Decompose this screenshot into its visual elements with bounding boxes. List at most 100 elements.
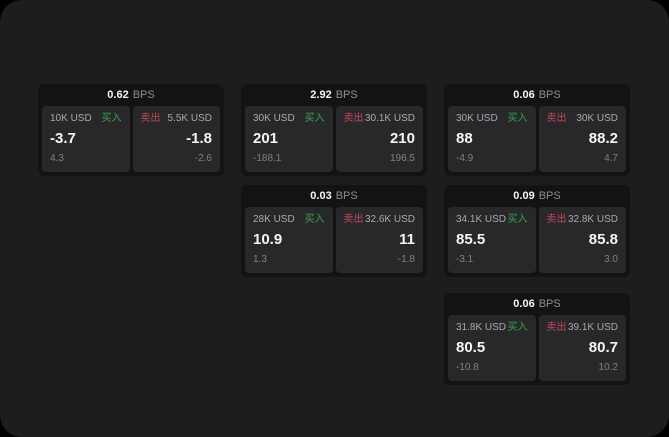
buy-quote-panel[interactable]: 31.8K USD 买入 80.5 -10.8 bbox=[448, 315, 536, 381]
buy-top-row: 31.8K USD 买入 bbox=[456, 322, 528, 334]
buy-sub-value: 1.3 bbox=[253, 254, 267, 265]
buy-top-row: 30K USD 买入 bbox=[456, 113, 528, 125]
buy-top-row: 28K USD 买入 bbox=[253, 214, 325, 226]
sell-side-label: 卖出 bbox=[343, 214, 364, 225]
buy-quote-panel[interactable]: 30K USD 买入 88 -4.9 bbox=[448, 106, 536, 172]
buy-size-label: 34.1K USD bbox=[456, 214, 507, 225]
spread-value: 0.09 bbox=[513, 190, 535, 202]
quote-panels: 10K USD 买入 -3.7 4.3 卖出 5.5K USD -1.8 -2.… bbox=[38, 106, 224, 176]
quote-panels: 34.1K USD 买入 85.5 -3.1 卖出 32.8K USD 85.8… bbox=[444, 207, 630, 277]
buy-side-label: 买入 bbox=[304, 113, 325, 124]
spread-value: 0.03 bbox=[310, 190, 332, 202]
sell-size-label: 32.6K USD bbox=[364, 214, 415, 225]
sell-size-label: 39.1K USD bbox=[567, 322, 618, 333]
sell-quote-panel[interactable]: 卖出 30.1K USD 210 196.5 bbox=[335, 106, 423, 172]
buy-quote-panel[interactable]: 10K USD 买入 -3.7 4.3 bbox=[42, 106, 130, 172]
spread-header: 0.06 BPS bbox=[444, 84, 630, 106]
sell-size-label: 32.8K USD bbox=[567, 214, 618, 225]
spread-header: 2.92 BPS bbox=[241, 84, 427, 106]
buy-price: 88 bbox=[456, 130, 473, 147]
quote-card: 2.92 BPS 30K USD 买入 201 -188.1 卖出 30.1K … bbox=[241, 84, 427, 176]
buy-side-label: 买入 bbox=[304, 214, 325, 225]
sell-top-row: 卖出 30.1K USD bbox=[344, 113, 416, 125]
buy-sub-value: -3.1 bbox=[456, 254, 474, 265]
sell-side-label: 卖出 bbox=[343, 113, 364, 124]
sell-price: 88.2 bbox=[588, 130, 618, 147]
sell-top-row: 卖出 5.5K USD bbox=[141, 113, 213, 125]
quote-card: 0.62 BPS 10K USD 买入 -3.7 4.3 卖出 5.5K USD… bbox=[38, 84, 224, 176]
buy-quote-panel[interactable]: 28K USD 买入 10.9 1.3 bbox=[245, 207, 333, 273]
sell-sub-value: -1.8 bbox=[397, 254, 415, 265]
spread-value: 0.62 bbox=[107, 89, 129, 101]
quote-card: 0.03 BPS 28K USD 买入 10.9 1.3 卖出 32.6K US… bbox=[241, 185, 427, 277]
bps-unit-label: BPS bbox=[538, 298, 561, 310]
sell-price: 11 bbox=[399, 231, 415, 248]
sell-sub-value: 3.0 bbox=[604, 254, 618, 265]
spread-header: 0.03 BPS bbox=[241, 185, 427, 207]
buy-side-label: 买入 bbox=[507, 113, 528, 124]
sell-side-label: 卖出 bbox=[546, 322, 567, 333]
sell-quote-panel[interactable]: 卖出 32.8K USD 85.8 3.0 bbox=[538, 207, 626, 273]
bps-unit-label: BPS bbox=[538, 190, 561, 202]
quote-panels: 28K USD 买入 10.9 1.3 卖出 32.6K USD 11 -1.8 bbox=[241, 207, 427, 277]
sell-side-label: 卖出 bbox=[546, 214, 567, 225]
sell-size-label: 30.1K USD bbox=[364, 113, 415, 124]
buy-side-label: 买入 bbox=[507, 322, 528, 333]
buy-sub-value: -10.8 bbox=[456, 362, 479, 373]
buy-sub-value: -188.1 bbox=[253, 153, 282, 164]
sell-top-row: 卖出 32.8K USD bbox=[547, 214, 619, 226]
sell-quote-panel[interactable]: 卖出 32.6K USD 11 -1.8 bbox=[335, 207, 423, 273]
sell-sub-value: -2.6 bbox=[194, 153, 212, 164]
buy-sub-value: 4.3 bbox=[50, 153, 64, 164]
sell-quote-panel[interactable]: 卖出 5.5K USD -1.8 -2.6 bbox=[132, 106, 220, 172]
sell-sub-value: 10.2 bbox=[598, 362, 618, 373]
buy-price: 80.5 bbox=[456, 339, 486, 356]
buy-price: 201 bbox=[253, 130, 279, 147]
buy-side-label: 买入 bbox=[101, 113, 122, 124]
buy-quote-panel[interactable]: 34.1K USD 买入 85.5 -3.1 bbox=[448, 207, 536, 273]
sell-price: 85.8 bbox=[588, 231, 618, 248]
sell-size-label: 30K USD bbox=[576, 113, 618, 124]
quote-card: 0.09 BPS 34.1K USD 买入 85.5 -3.1 卖出 32.8K… bbox=[444, 185, 630, 277]
sell-sub-value: 4.7 bbox=[604, 153, 618, 164]
buy-size-label: 28K USD bbox=[253, 214, 295, 225]
quote-panels: 31.8K USD 买入 80.5 -10.8 卖出 39.1K USD 80.… bbox=[444, 315, 630, 385]
spread-header: 0.09 BPS bbox=[444, 185, 630, 207]
quote-card: 0.06 BPS 30K USD 买入 88 -4.9 卖出 30K USD 8… bbox=[444, 84, 630, 176]
sell-quote-panel[interactable]: 卖出 39.1K USD 80.7 10.2 bbox=[538, 315, 626, 381]
sell-size-label: 5.5K USD bbox=[167, 113, 212, 124]
sell-top-row: 卖出 39.1K USD bbox=[547, 322, 619, 334]
sell-price: -1.8 bbox=[186, 130, 212, 147]
spread-value: 0.06 bbox=[513, 298, 535, 310]
spread-header: 0.62 BPS bbox=[38, 84, 224, 106]
spread-header: 0.06 BPS bbox=[444, 293, 630, 315]
buy-size-label: 31.8K USD bbox=[456, 322, 507, 333]
sell-side-label: 卖出 bbox=[140, 113, 161, 124]
buy-top-row: 10K USD 买入 bbox=[50, 113, 122, 125]
buy-quote-panel[interactable]: 30K USD 买入 201 -188.1 bbox=[245, 106, 333, 172]
bps-unit-label: BPS bbox=[335, 190, 358, 202]
buy-price: 85.5 bbox=[456, 231, 486, 248]
sell-price: 210 bbox=[389, 130, 415, 147]
sell-sub-value: 196.5 bbox=[389, 153, 415, 164]
quote-card: 0.06 BPS 31.8K USD 买入 80.5 -10.8 卖出 39.1… bbox=[444, 293, 630, 385]
quote-panels: 30K USD 买入 201 -188.1 卖出 30.1K USD 210 1… bbox=[241, 106, 427, 176]
bps-unit-label: BPS bbox=[132, 89, 155, 101]
buy-side-label: 买入 bbox=[507, 214, 528, 225]
sell-quote-panel[interactable]: 卖出 30K USD 88.2 4.7 bbox=[538, 106, 626, 172]
buy-size-label: 30K USD bbox=[456, 113, 498, 124]
spread-value: 0.06 bbox=[513, 89, 535, 101]
buy-top-row: 34.1K USD 买入 bbox=[456, 214, 528, 226]
quote-panels: 30K USD 买入 88 -4.9 卖出 30K USD 88.2 4.7 bbox=[444, 106, 630, 176]
bps-unit-label: BPS bbox=[335, 89, 358, 101]
sell-side-label: 卖出 bbox=[546, 113, 567, 124]
buy-sub-value: -4.9 bbox=[456, 153, 474, 164]
spread-value: 2.92 bbox=[310, 89, 332, 101]
sell-top-row: 卖出 30K USD bbox=[547, 113, 619, 125]
bps-unit-label: BPS bbox=[538, 89, 561, 101]
sell-price: 80.7 bbox=[588, 339, 618, 356]
buy-price: 10.9 bbox=[253, 231, 283, 248]
sell-top-row: 卖出 32.6K USD bbox=[344, 214, 416, 226]
buy-price: -3.7 bbox=[50, 130, 76, 147]
